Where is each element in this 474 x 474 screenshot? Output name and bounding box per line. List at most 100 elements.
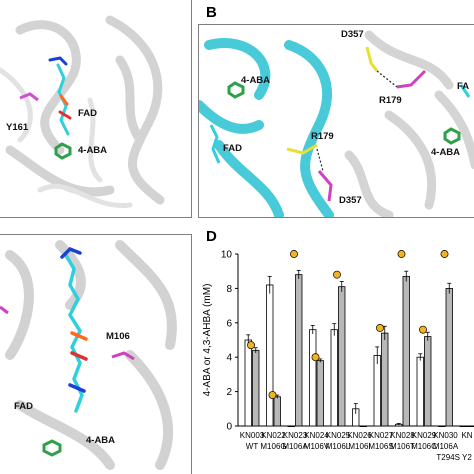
bar-series2 [445, 288, 453, 427]
bar-series2 [359, 425, 367, 428]
x-tick-label: KN024 [304, 431, 329, 440]
x-tick-label: KN029 [412, 431, 437, 440]
x-tick-label: KN028 [390, 431, 415, 440]
panel-a: FAD Y161 4-ABA [0, 0, 192, 218]
dot-series3 [397, 250, 406, 258]
label-fad: FAD [14, 401, 33, 412]
fad-molecule [60, 246, 88, 413]
hbond-top [376, 70, 398, 88]
dot-series3 [247, 341, 255, 350]
ribbon-loop [115, 55, 145, 145]
label-4-aba-right: 4-ABA [431, 147, 461, 158]
x-extra-mutation-label: T294S Y2 [436, 453, 472, 462]
aba-molecule [42, 439, 62, 457]
label-fad-right: FA [457, 81, 470, 92]
bar-series2 [424, 336, 432, 427]
aba-right-molecule [443, 127, 461, 145]
bar-series2 [381, 332, 389, 427]
x-mutation-label: M106S [368, 442, 393, 451]
bar-series1 [266, 284, 274, 427]
label-fad: FAD [78, 108, 97, 119]
x-tick-label: KN [461, 431, 472, 440]
bar-series2 [402, 275, 410, 427]
d357-bot-residue [317, 170, 333, 202]
y-tick-label: 10 [221, 250, 233, 261]
x-mutation-label: M106I [348, 442, 370, 451]
x-tick-label: KN025 [326, 431, 351, 440]
label-m106: M106 [106, 331, 130, 342]
bar-series1 [287, 425, 295, 428]
x-tick-label: KN022 [261, 431, 286, 440]
fad-right-molecule [459, 84, 471, 98]
x-mutation-label: M106G [260, 442, 286, 451]
bar-series2 [273, 396, 281, 427]
d357-residue [365, 46, 379, 72]
x-tick-label: KN030 [433, 431, 458, 440]
y-axis-label: 4-ABA or 4,3-AHBA (mM) [202, 284, 213, 397]
ribbon-sheet [5, 145, 115, 197]
bar-series1 [309, 329, 317, 427]
x-tick-label: KN026 [347, 431, 372, 440]
ribbon-helix [15, 20, 81, 155]
hbond-bottom [316, 148, 324, 172]
y-tick-label: 2 [226, 387, 232, 398]
label-4-aba: 4-ABA [86, 435, 116, 446]
y-tick-label: 4 [226, 353, 232, 364]
bar-series1 [330, 329, 338, 427]
panel-b-letter: B [206, 4, 217, 21]
x-mutation-label: M106A [282, 442, 308, 451]
label-r179-top: R179 [379, 95, 402, 106]
label-d357-bot: D357 [339, 195, 362, 206]
x-tick-label: KN027 [369, 431, 394, 440]
bar-series1 [459, 425, 467, 428]
label-4-aba-left: 4-ABA [241, 75, 271, 86]
bar-series1 [244, 339, 252, 427]
label-fad-left: FAD [223, 143, 242, 154]
dot-series3 [440, 250, 449, 258]
x-mutation-label: M106C [411, 442, 437, 451]
dot-series3 [290, 250, 298, 258]
panel-c: M106 FAD 4-ABA [0, 234, 192, 474]
x-mutation-label: WT [246, 442, 259, 451]
dot-series3 [333, 270, 341, 279]
bar-series2 [252, 349, 260, 427]
fad-molecule [48, 56, 72, 136]
x-tick-label: KN003 [240, 431, 265, 440]
label-r179-mid: R179 [311, 131, 334, 142]
x-mutation-label: M106V [304, 442, 330, 451]
r179-mid-residue [286, 143, 318, 155]
bar-series1 [438, 425, 446, 428]
y-tick-label: 0 [226, 422, 232, 433]
aba-molecule [54, 142, 72, 160]
panel-c-structure [0, 240, 177, 470]
label-y161: Y161 [6, 122, 29, 133]
bar-series2 [467, 425, 474, 428]
x-mutation-label: M106T [390, 442, 415, 451]
bar-series2 [316, 360, 324, 427]
x-mutation-label: M106A [433, 442, 459, 451]
panel-d: 0 2 4 6 8 10 4-ABA or 4,3-AHBA (mM) KN003 WT KN02… [198, 244, 474, 474]
label-d357-top: D357 [341, 29, 364, 40]
bar-series1 [373, 355, 381, 427]
m106-residue [111, 351, 135, 361]
ribbon-helix [105, 15, 165, 205]
panel-a-structure [0, 15, 165, 208]
r179-residue [396, 69, 427, 89]
aba-left-molecule [227, 81, 245, 99]
bar-series2 [338, 286, 346, 427]
bar-series2 [295, 274, 303, 427]
bar-series1 [416, 356, 424, 427]
fad-left-molecule [209, 124, 221, 164]
x-mutation-label: M106L [326, 442, 351, 451]
panel-d-letter: D [206, 228, 217, 245]
x-tick-label: KN023 [283, 431, 308, 440]
y161-residue [19, 92, 39, 102]
dot-series3 [419, 325, 427, 334]
y-tick-label: 6 [226, 318, 232, 329]
dot-series3 [311, 353, 320, 362]
label-4-aba: 4-ABA [78, 145, 108, 156]
panel-b: D357 R179 4-ABA FAD R179 D357 4-ABA FA [198, 24, 474, 218]
dot-series3 [376, 324, 384, 332]
panel-b-structure [199, 30, 474, 217]
